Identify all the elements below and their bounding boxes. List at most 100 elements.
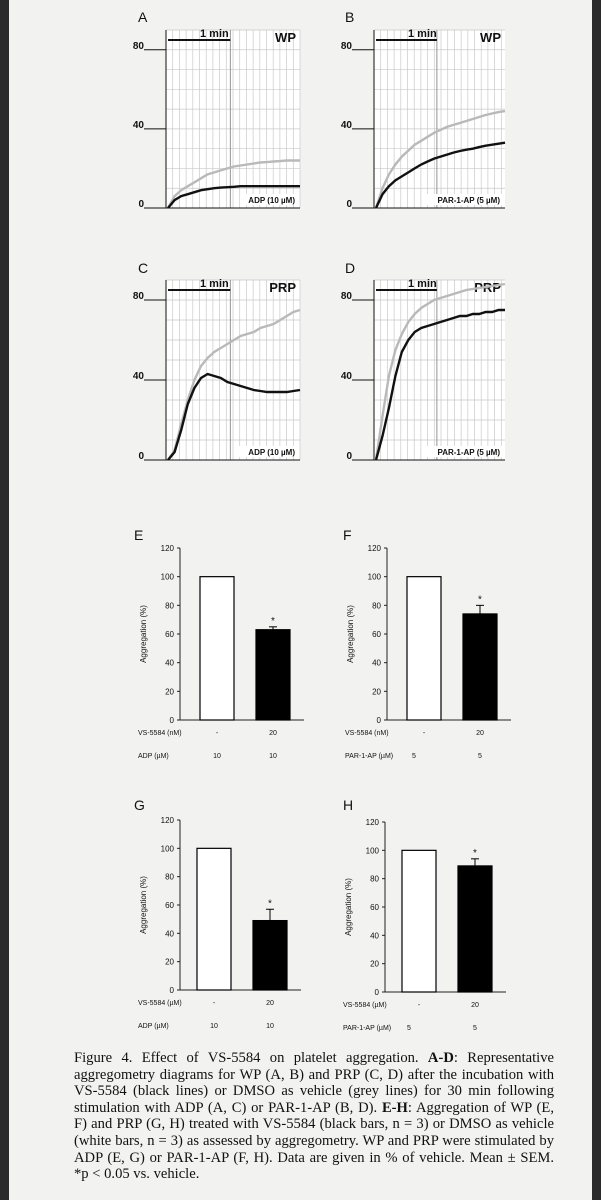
y-tick-label: 40 bbox=[341, 371, 353, 382]
panel-letter: D bbox=[345, 260, 355, 276]
y-tick-label: 80 bbox=[370, 875, 379, 884]
y-tick-label: 20 bbox=[370, 960, 379, 969]
plot-background bbox=[374, 280, 505, 460]
panel-sample-label: WP bbox=[275, 30, 296, 45]
y-tick-label: 0 bbox=[377, 716, 382, 725]
bar-panel-e: 0 20 40 60 80 100 120 Aggregation (%) * VS-5584 (… bbox=[134, 527, 304, 760]
y-tick-label: 20 bbox=[165, 687, 174, 696]
y-tick-label: 40 bbox=[133, 371, 145, 382]
y-tick-label: 20 bbox=[165, 958, 174, 967]
caption-text-eh: : Aggregation of WP (E, F) and PRP (G, H… bbox=[74, 1099, 554, 1183]
y-tick-label: 0 bbox=[138, 451, 144, 462]
agonist-label-bg bbox=[235, 446, 298, 457]
agonist-value: 10 bbox=[266, 1023, 274, 1030]
row-label-inhibitor: VS-5584 (µM) bbox=[343, 1002, 387, 1009]
y-tick-label: 20 bbox=[372, 687, 381, 696]
trace-panel-c: 1 min PRP 0 40 80 ADP (10 µM) C bbox=[133, 260, 301, 462]
agonist-label: ADP (10 µM) bbox=[248, 196, 295, 205]
y-tick-label: 60 bbox=[370, 903, 379, 912]
panel-letter: H bbox=[343, 797, 353, 813]
agonist-value: 5 bbox=[412, 753, 416, 760]
inhibitor-value: 20 bbox=[266, 1000, 274, 1007]
y-axis-label: Aggregation (%) bbox=[139, 605, 148, 663]
y-tick-label: 100 bbox=[368, 573, 382, 582]
vehicle-trace-grey bbox=[374, 109, 506, 209]
panel-letter: B bbox=[345, 9, 354, 25]
inhibitor-value: 20 bbox=[471, 1002, 479, 1009]
vehicle-bar-white bbox=[199, 576, 235, 721]
significance-marker: * bbox=[271, 616, 275, 627]
panel-letter: F bbox=[343, 527, 352, 543]
inhibitor-value: - bbox=[418, 1002, 421, 1009]
y-tick-label: 100 bbox=[161, 573, 175, 582]
agonist-value: 5 bbox=[407, 1025, 411, 1032]
significance-marker: * bbox=[478, 594, 482, 605]
agonist-value: 5 bbox=[473, 1025, 477, 1032]
row-label-agonist: PAR-1-AP (µM) bbox=[343, 1025, 391, 1032]
figure-4: 1 min WP 0 40 80 ADP (10 µM) A 1 min WP 0 40 80 PAR-… bbox=[133, 9, 511, 1032]
inhibitor-value: - bbox=[213, 1000, 216, 1007]
y-tick-label: 40 bbox=[372, 659, 381, 668]
vehicle-trace-grey bbox=[166, 159, 300, 209]
significance-marker: * bbox=[473, 848, 477, 859]
agonist-value: 10 bbox=[269, 753, 277, 760]
y-tick-label: 100 bbox=[161, 844, 175, 853]
agonist-value: 10 bbox=[213, 753, 221, 760]
vehicle-trace-grey bbox=[374, 282, 506, 461]
row-label-agonist: PAR-1-AP (µM) bbox=[345, 753, 393, 760]
bar-panel-f: 0 20 40 60 80 100 120 Aggregation (%) * VS-5584 (… bbox=[343, 527, 511, 760]
y-tick-label: 80 bbox=[372, 601, 381, 610]
y-tick-label: 120 bbox=[161, 816, 175, 825]
y-tick-label: 80 bbox=[165, 873, 174, 882]
significance-marker: * bbox=[268, 898, 272, 909]
caption-lead: Figure 4. Effect of VS-5584 on platelet … bbox=[74, 1050, 428, 1066]
vs5584-bar-black bbox=[252, 919, 288, 991]
panel-letter: G bbox=[134, 797, 145, 813]
bar-panel-h: 0 20 40 60 80 100 120 Aggregation (%) * VS-5584 (… bbox=[343, 797, 506, 1032]
y-tick-label: 60 bbox=[165, 901, 174, 910]
inhibitor-value: - bbox=[423, 730, 426, 737]
row-label-agonist: ADP (µM) bbox=[138, 753, 169, 760]
caption-bold-eh: E-H bbox=[381, 1099, 408, 1116]
figure-caption: Figure 4. Effect of VS-5584 on platelet … bbox=[74, 1050, 554, 1183]
y-axis-label: Aggregation (%) bbox=[346, 605, 355, 663]
vehicle-bar-white bbox=[196, 847, 232, 991]
vehicle-bar-white bbox=[401, 849, 437, 993]
y-tick-label: 0 bbox=[346, 451, 352, 462]
panel-letter: A bbox=[138, 9, 148, 25]
one-minute-label: 1 min bbox=[200, 28, 229, 40]
vs5584-bar-black bbox=[255, 629, 291, 721]
inhibitor-value: 20 bbox=[269, 730, 277, 737]
y-tick-label: 60 bbox=[372, 630, 381, 639]
y-tick-label: 40 bbox=[165, 929, 174, 938]
y-tick-label: 120 bbox=[161, 544, 175, 553]
one-minute-label: 1 min bbox=[408, 28, 437, 40]
panel-sample-label: PRP bbox=[269, 280, 296, 295]
agonist-label: ADP (10 µM) bbox=[248, 448, 295, 457]
y-tick-label: 0 bbox=[346, 199, 352, 210]
caption-text-ad: : Representative aggregometry diagrams f… bbox=[74, 1050, 554, 1116]
y-tick-label: 40 bbox=[341, 120, 353, 131]
y-tick-label: 80 bbox=[341, 291, 353, 302]
y-tick-label: 120 bbox=[368, 544, 382, 553]
y-tick-label: 40 bbox=[370, 931, 379, 940]
vehicle-trace-grey bbox=[166, 308, 301, 461]
agonist-label: PAR-1-AP (5 µM) bbox=[437, 448, 500, 457]
y-tick-label: 120 bbox=[366, 818, 380, 827]
y-tick-label: 0 bbox=[170, 716, 175, 725]
trace-panel-a: 1 min WP 0 40 80 ADP (10 µM) A bbox=[133, 9, 301, 210]
vs5584-bar-black bbox=[457, 865, 493, 993]
row-label-inhibitor: VS-5584 (nM) bbox=[345, 730, 389, 737]
plot-background bbox=[374, 30, 505, 208]
y-tick-label: 40 bbox=[133, 120, 145, 131]
y-tick-label: 40 bbox=[165, 659, 174, 668]
one-minute-label: 1 min bbox=[200, 278, 229, 290]
y-tick-label: 60 bbox=[165, 630, 174, 639]
agonist-label-bg bbox=[421, 446, 503, 457]
vehicle-bar-white bbox=[406, 576, 442, 721]
agonist-label-bg bbox=[421, 194, 503, 205]
one-minute-label: 1 min bbox=[408, 278, 437, 290]
vs5584-trace-black bbox=[167, 185, 300, 209]
